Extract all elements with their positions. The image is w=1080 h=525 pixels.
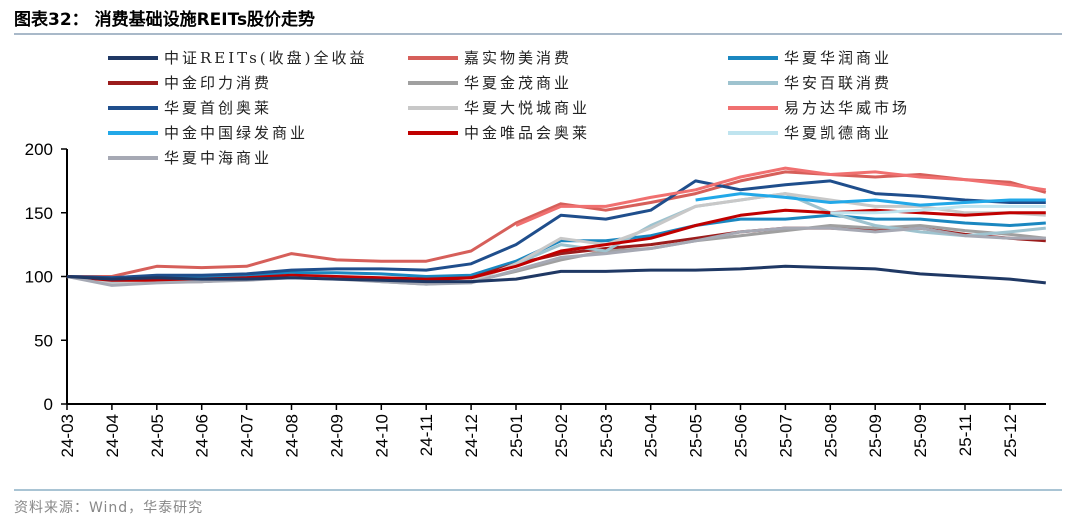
x-tick-label: 24-03: [58, 414, 77, 457]
y-tick-label: 150: [25, 204, 53, 223]
legend-item: 华夏首创奥莱: [108, 99, 272, 117]
x-tick-label: 25-12: [1001, 414, 1020, 457]
series-line-12: [66, 226, 1046, 287]
x-tick-label: 24-08: [283, 414, 302, 457]
x-tick-label: 24-12: [462, 414, 481, 457]
x-tick-label: 25-05: [687, 414, 706, 457]
series-lines: [66, 166, 1047, 287]
legend-item: 中证REITs(收盘)全收益: [108, 49, 368, 67]
y-tick-label: 100: [25, 268, 53, 287]
x-tick-label: 25-04: [642, 414, 661, 457]
series-line-8: [515, 166, 1047, 227]
x-tick-label: 25-02: [552, 414, 571, 457]
series-line-0: [66, 264, 1046, 285]
legend-item: 华夏金茂商业: [408, 74, 572, 92]
series-line-1: [67, 170, 1047, 278]
legend-label: 华安百联消费: [784, 74, 892, 92]
legend-item: 华夏中海商业: [108, 149, 272, 167]
legend-label: 中金印力消费: [164, 74, 272, 92]
series-line-11: [830, 204, 1046, 215]
x-tick-label: 25-09: [866, 414, 885, 457]
legend-item: 中金中国绿发商业: [108, 124, 308, 142]
legend-label: 华夏金茂商业: [464, 74, 572, 92]
axes: 0 50 100 150 200 24-03 24-04 24-05 24-06 24-07 24-…: [25, 140, 1046, 457]
x-tick-label: 25-08: [821, 414, 840, 457]
legend-label: 华夏首创奥莱: [164, 99, 272, 117]
legend-item: 华夏凯德商业: [728, 124, 892, 142]
legend-item: 中金印力消费: [108, 74, 272, 92]
legend-label: 易方达华威市场: [784, 99, 910, 117]
x-tick-label: 24-06: [193, 414, 212, 457]
legend-label: 中证REITs(收盘)全收益: [164, 49, 368, 67]
legend-label: 中金唯品会奥莱: [464, 124, 590, 142]
legend-label: 华夏大悦城商业: [464, 99, 590, 117]
legend-item: 易方达华威市场: [728, 99, 910, 117]
legend-item: 华夏华润商业: [728, 49, 892, 67]
y-tick-label: 0: [44, 395, 53, 414]
legend-item: 华安百联消费: [728, 74, 892, 92]
source-note: 资料来源：Wind，华泰研究: [14, 500, 203, 516]
legend-item: 中金唯品会奥莱: [408, 124, 590, 142]
x-tick-label: 24-07: [238, 414, 257, 457]
series-line-6: [66, 179, 1046, 280]
x-tick-label: 25-06: [732, 414, 751, 457]
chart-title: 图表32： 消费基础设施REITs股价走势: [14, 9, 315, 30]
x-tick-label: 25-01: [507, 414, 526, 457]
x-tick-label: 25-11: [956, 414, 975, 456]
x-tick-label: 24-05: [148, 414, 167, 457]
series-line-9: [695, 192, 1046, 207]
x-tick-label: 24-04: [103, 414, 122, 457]
x-tick-label: 24-09: [327, 414, 346, 457]
legend-item: 嘉实物美消费: [408, 49, 572, 67]
x-tick-label: 24-11: [417, 414, 436, 456]
y-tick-label: 200: [25, 140, 53, 159]
legend-label: 华夏凯德商业: [784, 124, 892, 142]
y-tick-label: 50: [34, 331, 53, 350]
legend-label: 华夏华润商业: [784, 49, 892, 67]
legend-item: 华夏大悦城商业: [408, 99, 590, 117]
legend-label: 中金中国绿发商业: [164, 124, 308, 142]
x-tick-label: 25-07: [776, 414, 795, 457]
x-tick-label: 24-10: [372, 414, 391, 457]
legend-label: 华夏中海商业: [164, 149, 272, 167]
x-tick-label: 25-03: [597, 414, 616, 457]
x-tick-label: 25-09: [911, 414, 930, 457]
legend-label: 嘉实物美消费: [464, 49, 572, 67]
